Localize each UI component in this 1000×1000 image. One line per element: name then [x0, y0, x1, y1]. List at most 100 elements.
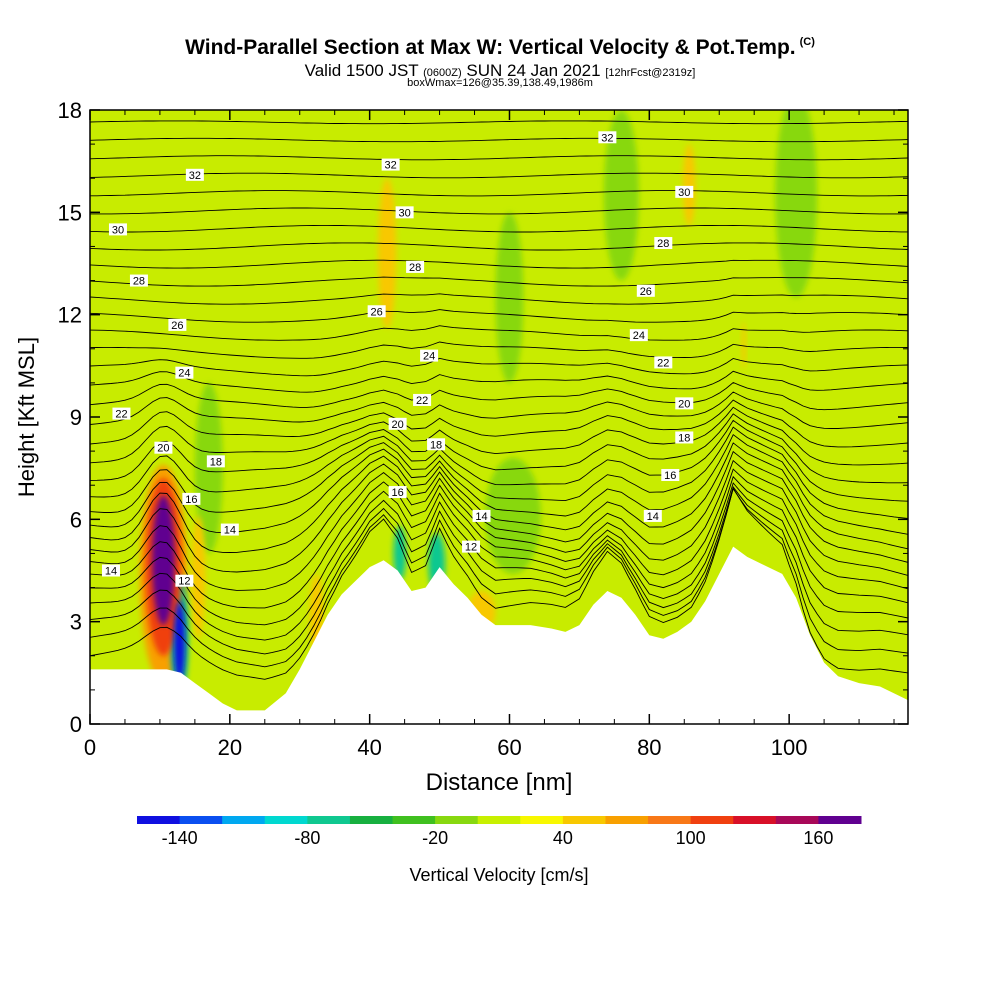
theta-label: 24: [175, 366, 194, 380]
theta-label: 18: [675, 431, 694, 444]
theta-label: 30: [108, 223, 127, 236]
theta-label: 20: [154, 441, 173, 455]
velocity-cell: [775, 110, 818, 298]
theta-contour: [90, 224, 908, 233]
theta-contour: [90, 381, 908, 411]
velocity-cell: [603, 110, 639, 281]
colorbar-swatch: [818, 816, 862, 824]
colorbar-swatch: [733, 816, 777, 824]
theta-label: 20: [675, 397, 694, 410]
theta-label-text: 28: [657, 238, 669, 250]
x-tick-label: 100: [771, 735, 808, 760]
theta-label: 12: [462, 540, 481, 554]
theta-contour: [90, 242, 908, 251]
theta-label-text: 14: [647, 511, 659, 523]
theta-label-text: 22: [657, 357, 669, 369]
colorbar-swatch: [179, 816, 223, 824]
theta-label-text: 32: [189, 170, 201, 182]
theta-label: 22: [654, 356, 673, 369]
theta-contour: [90, 276, 908, 287]
theta-contour: [90, 120, 908, 125]
colorbar-swatch: [392, 816, 436, 824]
y-tick-label: 3: [70, 610, 82, 635]
velocity-cell: [378, 178, 397, 329]
theta-contour: [90, 486, 908, 680]
colorbar-tick-label: 100: [676, 828, 706, 848]
theta-contour: [90, 413, 908, 484]
theta-label-text: 18: [678, 432, 690, 444]
theta-label: 32: [381, 158, 400, 172]
chart-subtitle: Valid 1500 JST (0600Z) SUN 24 Jan 2021 […: [0, 61, 1000, 81]
theta-label-text: 30: [398, 207, 410, 219]
theta-label: 16: [661, 468, 680, 482]
theta-contour: [90, 259, 908, 269]
theta-label-text: 20: [678, 398, 690, 410]
theta-label-text: 30: [678, 187, 690, 199]
theta-contour: [90, 103, 908, 105]
theta-label-text: 16: [185, 494, 197, 506]
colorbar-label: Vertical Velocity [cm/s]: [409, 865, 588, 885]
theta-label-text: 24: [423, 351, 435, 363]
theta-contour: [90, 207, 908, 215]
x-tick-label: 0: [84, 735, 96, 760]
colorbar-tick-label: 160: [803, 828, 833, 848]
theta-contour: [90, 325, 908, 341]
colorbar-swatch: [137, 816, 181, 824]
theta-labels: 32 32 32 30 30 30 28 28 28 26 26 26 24 24 24 22 22 22 20 20…: [101, 131, 694, 588]
theta-label-text: 14: [105, 566, 117, 578]
forecast-info: [12hrFcst@2319z]: [605, 67, 696, 79]
theta-label: 18: [427, 438, 446, 451]
x-tick-label: 80: [637, 735, 661, 760]
y-tick-label: 9: [70, 405, 82, 430]
y-tick-label: 15: [58, 200, 82, 225]
theta-label-text: 18: [210, 456, 222, 468]
theta-label: 24: [629, 329, 648, 342]
chart-title: Wind-Parallel Section at Max W: Vertical…: [0, 36, 1000, 60]
theta-label-text: 22: [416, 395, 428, 407]
theta-label: 26: [636, 284, 655, 298]
theta-label: 28: [654, 237, 673, 250]
colorbar-swatch: [349, 816, 394, 824]
theta-label: 24: [420, 349, 439, 363]
colorbar-swatch: [648, 816, 692, 824]
x-tick-label: 20: [218, 735, 242, 760]
theta-contour: [90, 391, 908, 429]
colorbar-swatch: [775, 816, 819, 824]
theta-contour: [90, 486, 908, 655]
velocity-cell: [393, 526, 407, 581]
colorbar-tick-label: -80: [294, 828, 320, 848]
theta-contour: [90, 419, 908, 502]
theta-contour: [90, 487, 908, 668]
theta-label: 18: [206, 455, 225, 468]
theta-label: 14: [472, 509, 491, 523]
theta-label: 28: [406, 260, 425, 274]
theta-label-text: 26: [371, 306, 383, 318]
valid-date: SUN 24 Jan 2021: [466, 61, 601, 80]
theta-label-text: 16: [664, 470, 676, 482]
terrain: [90, 546, 908, 724]
theta-label-text: 32: [601, 132, 613, 144]
colorbar-swatch: [435, 816, 479, 824]
theta-label-text: 22: [115, 409, 127, 421]
theta-label-text: 26: [171, 320, 183, 332]
colorbar-swatch: [605, 816, 649, 824]
theta-label-text: 20: [391, 419, 403, 431]
colorbar-tick-label: -20: [422, 828, 448, 848]
x-tick-label: 40: [357, 735, 381, 760]
theta-contour: [90, 468, 908, 609]
velocity-cell: [485, 457, 541, 574]
y-tick-label: 12: [58, 303, 82, 328]
theta-label-text: 30: [112, 224, 124, 236]
theta-label: 30: [675, 185, 694, 199]
theta-label-text: 32: [385, 160, 397, 172]
colorbar-swatch: [690, 816, 734, 824]
theta-contour: [90, 155, 908, 161]
x-tick-label: 60: [497, 735, 521, 760]
velocity-cell: [495, 212, 524, 383]
x-axis-label: Distance [nm]: [426, 769, 573, 796]
theta-label-text: 12: [178, 576, 190, 588]
theta-contour: [90, 341, 908, 359]
colorbar-swatch: [222, 816, 266, 824]
theta-contour: [90, 442, 908, 553]
